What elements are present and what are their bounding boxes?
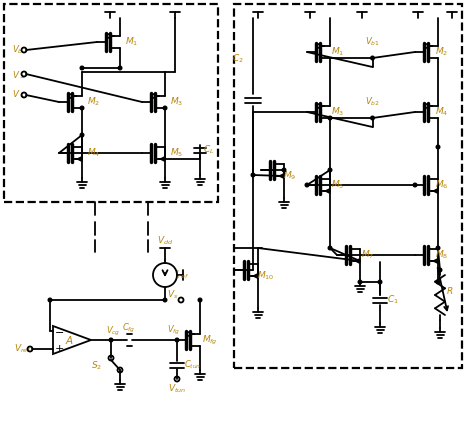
Circle shape — [48, 298, 52, 302]
Circle shape — [175, 338, 179, 342]
Text: $M_4$: $M_4$ — [87, 147, 101, 159]
Text: $R$: $R$ — [446, 285, 454, 296]
Circle shape — [436, 145, 440, 149]
Text: $M_{10}$: $M_{10}$ — [257, 270, 274, 282]
Text: $V_{fg}$: $V_{fg}$ — [167, 323, 181, 336]
Text: $V_{tun}$: $V_{tun}$ — [168, 383, 186, 395]
Bar — [4, 4, 218, 202]
Text: $V_b$: $V_b$ — [12, 44, 23, 56]
Text: $C_{fg}$: $C_{fg}$ — [122, 322, 136, 335]
Circle shape — [305, 183, 309, 187]
Circle shape — [438, 268, 442, 272]
Circle shape — [80, 133, 84, 137]
Circle shape — [198, 298, 202, 302]
Text: $I_{ref}$: $I_{ref}$ — [175, 269, 189, 281]
Circle shape — [80, 106, 84, 110]
Text: $M_4$: $M_4$ — [435, 106, 449, 118]
Text: $-$: $-$ — [54, 326, 64, 336]
Circle shape — [109, 338, 113, 342]
Text: $M_2$: $M_2$ — [435, 46, 449, 58]
Text: $M_{fg}$: $M_{fg}$ — [202, 333, 218, 347]
Text: $V_{b2}$: $V_{b2}$ — [365, 96, 380, 108]
Text: $C_2$: $C_2$ — [232, 53, 244, 65]
Text: $M_1$: $M_1$ — [125, 36, 138, 48]
Text: $S_2$: $S_2$ — [91, 360, 103, 372]
Text: $M_5$: $M_5$ — [331, 179, 345, 191]
Circle shape — [163, 106, 167, 110]
Bar — [234, 4, 462, 368]
Text: $+$: $+$ — [54, 343, 64, 355]
Circle shape — [80, 66, 84, 70]
Circle shape — [328, 116, 332, 120]
Circle shape — [370, 56, 374, 60]
Text: $V_{dd}$: $V_{dd}$ — [157, 235, 173, 247]
Circle shape — [358, 280, 362, 284]
Circle shape — [118, 66, 122, 70]
Text: $C_L$: $C_L$ — [203, 144, 215, 156]
Text: $M_9$: $M_9$ — [283, 170, 297, 182]
Circle shape — [251, 173, 255, 177]
Text: $V_{b1}$: $V_{b1}$ — [365, 36, 380, 48]
Circle shape — [370, 116, 374, 120]
Text: $M_1$: $M_1$ — [331, 46, 345, 58]
Text: $C_1$: $C_1$ — [387, 294, 399, 306]
Text: $V_-$: $V_-$ — [12, 69, 26, 79]
Text: $M_3$: $M_3$ — [331, 106, 345, 118]
Text: $A$: $A$ — [64, 334, 74, 346]
Text: $V_{ref}$: $V_{ref}$ — [14, 343, 32, 355]
Text: $M_2$: $M_2$ — [88, 96, 101, 108]
Text: $V_{cg}$: $V_{cg}$ — [106, 325, 120, 338]
Text: $M_3$: $M_3$ — [171, 96, 184, 108]
Circle shape — [378, 280, 382, 284]
Text: $M_7$: $M_7$ — [361, 249, 375, 261]
Text: $M_5$: $M_5$ — [171, 147, 184, 159]
Circle shape — [436, 280, 440, 284]
Text: $M_6$: $M_6$ — [435, 179, 449, 191]
Text: $C_{tun}$: $C_{tun}$ — [185, 359, 202, 371]
Circle shape — [328, 168, 332, 172]
Circle shape — [436, 246, 440, 250]
Circle shape — [163, 298, 167, 302]
Text: $M_8$: $M_8$ — [435, 249, 449, 261]
Circle shape — [328, 246, 332, 250]
Text: $V_+$: $V_+$ — [12, 89, 26, 101]
Circle shape — [282, 168, 286, 172]
Text: $V_s$: $V_s$ — [167, 289, 178, 301]
Circle shape — [413, 183, 417, 187]
